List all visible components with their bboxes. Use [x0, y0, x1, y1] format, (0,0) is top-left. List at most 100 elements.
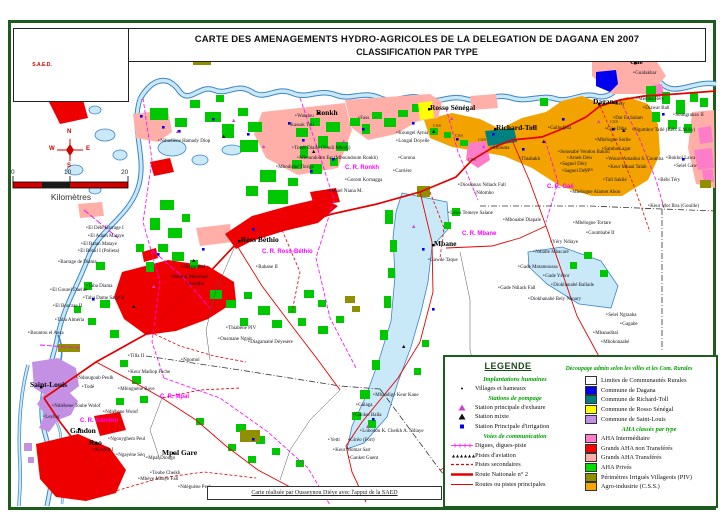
- aha-prives-patch: [88, 318, 96, 325]
- aha-prives-patch: [116, 398, 124, 405]
- legend-swatch: [585, 463, 597, 473]
- legend-item: Station mixte: [449, 412, 581, 422]
- aha-css-patches: [424, 96, 660, 196]
- piv-patch: [417, 186, 430, 197]
- aha-prives-patch: [160, 200, 174, 210]
- aha-prives-patch: [190, 100, 200, 108]
- aha-prives-patch: [352, 412, 361, 420]
- attribution-text: Carte réalisée par Ousseynou Dièye avec …: [251, 490, 398, 496]
- exhaure-station-marker: [450, 116, 454, 120]
- aha-non-transferes-patches: [36, 96, 340, 501]
- legend-item-label: Pistes d'aviation: [475, 451, 516, 459]
- town-marker: [238, 240, 241, 243]
- aha-prives-patch: [150, 218, 160, 230]
- legend-item: Commune de Saint-Louis: [583, 414, 715, 424]
- aha-prives-patch: [196, 418, 204, 425]
- aha-prives-patch: [248, 456, 256, 463]
- aha-prives-patch: [298, 318, 306, 326]
- aha-prives-patch: [246, 186, 258, 196]
- legend-item-label: Limites de Communautés Rurales: [601, 377, 687, 385]
- irrigation-station-marker: [422, 248, 425, 251]
- legend-box: LEGENDE Découpage admin selon les villes…: [443, 355, 718, 508]
- admin-boundaries: [142, 97, 665, 506]
- town-marker: [428, 108, 431, 111]
- aha-prives-patch: [646, 86, 656, 102]
- legend-item-label: Routes ou pistes principales: [475, 480, 546, 488]
- aha-prives-patch: [296, 460, 304, 467]
- aha-prives-patch: [300, 146, 308, 158]
- station-markers: [40, 62, 685, 455]
- town-marker: [432, 244, 435, 247]
- exhaure-station-marker: [412, 224, 416, 228]
- legend-section-header: Voies de communication: [483, 432, 547, 440]
- aha-prives-patch: [110, 330, 119, 338]
- irrigation-station-marker: [412, 122, 415, 125]
- commune-saint-louis-area: [32, 358, 79, 432]
- aha-prives-patch: [74, 306, 81, 313]
- aha-prives-patch: [120, 360, 128, 367]
- legend-section-header: Stations de pompage: [488, 394, 542, 402]
- legend-item-label: AHA Privés: [601, 464, 632, 472]
- irrigation-station-marker: [682, 158, 685, 161]
- route-nationale-2: [43, 90, 717, 399]
- aha-prives-patch: [652, 112, 660, 122]
- legend-item: Route Nationale n° 2: [449, 470, 581, 480]
- legend-swatch: [585, 482, 597, 492]
- aha-prives-patch: [700, 98, 708, 107]
- town-marker: [78, 428, 81, 431]
- scale-tick-0: 0: [11, 169, 15, 176]
- irrigation-station-marker: [162, 126, 165, 129]
- aha-prives-patch: [388, 268, 395, 278]
- mixed-station-marker: [402, 344, 406, 348]
- aha-prives-patch: [362, 124, 370, 134]
- aha-prives-patch: [226, 300, 236, 308]
- legend-swatch: [585, 405, 597, 415]
- legend-swatch: [585, 443, 597, 453]
- aha-prives-patch: [570, 262, 577, 269]
- aha-prives-patch: [444, 222, 451, 229]
- exhaure-station-marker: [176, 129, 180, 133]
- mixed-station-marker: [542, 139, 546, 143]
- legend-title: LEGENDE: [484, 361, 532, 371]
- aha-prives-patch: [136, 244, 144, 252]
- legend-item-label: Villages et hameaux: [475, 384, 527, 392]
- exhaure-station-marker: [152, 284, 156, 288]
- legend-swatch: [585, 414, 597, 424]
- irrigation-station-marker: [456, 138, 459, 141]
- irrigation-station-marker: [212, 118, 215, 121]
- aha-prives-patch: [584, 252, 592, 259]
- aha-prives-patch: [412, 104, 424, 112]
- aha-prives-patch: [336, 316, 344, 323]
- compass-east: E: [86, 146, 91, 152]
- aha-prives-patch: [310, 164, 322, 174]
- irrigation-station-marker: [372, 418, 375, 421]
- legend-item: Limites de Communautés Rurales: [583, 376, 715, 386]
- line-digue-icon: [451, 443, 473, 448]
- lakes-and-ponds: [66, 105, 619, 450]
- irrigation-station-marker: [92, 298, 95, 301]
- aha-prives-patch: [318, 300, 326, 307]
- aha-prives-patch: [676, 100, 685, 114]
- legend-item-label: Commune de Rosso Sénégal: [601, 406, 674, 414]
- aha-prives-patch: [236, 424, 246, 432]
- legend-swatch: [585, 453, 597, 463]
- aha-prives-patch: [360, 390, 370, 399]
- commune-patches: [24, 70, 618, 463]
- aha-prives-patch: [398, 110, 408, 117]
- irrigation-station-marker: [302, 139, 305, 142]
- legend-item-label: Station mixte: [475, 413, 509, 421]
- legend-item: Digues, digues-piste: [449, 441, 581, 451]
- line-thick-red-icon: [451, 473, 473, 476]
- legend-swatch: [585, 376, 597, 386]
- irrigation-station-marker: [522, 148, 525, 151]
- aha-prives-patch: [272, 320, 282, 328]
- exhaure-station-marker: [597, 119, 601, 123]
- mixed-station-marker: [192, 258, 196, 262]
- legend-right-column: Limites de Communautés Rurales Commune de…: [583, 376, 715, 492]
- legend-item-label: Grands AHA non Transférés: [601, 444, 673, 452]
- digues: [39, 209, 211, 349]
- mixed-station-marker: [132, 304, 136, 308]
- aha-prives-patch: [318, 326, 328, 334]
- town-marker: [494, 128, 497, 131]
- lac-de-guiers: [346, 192, 450, 450]
